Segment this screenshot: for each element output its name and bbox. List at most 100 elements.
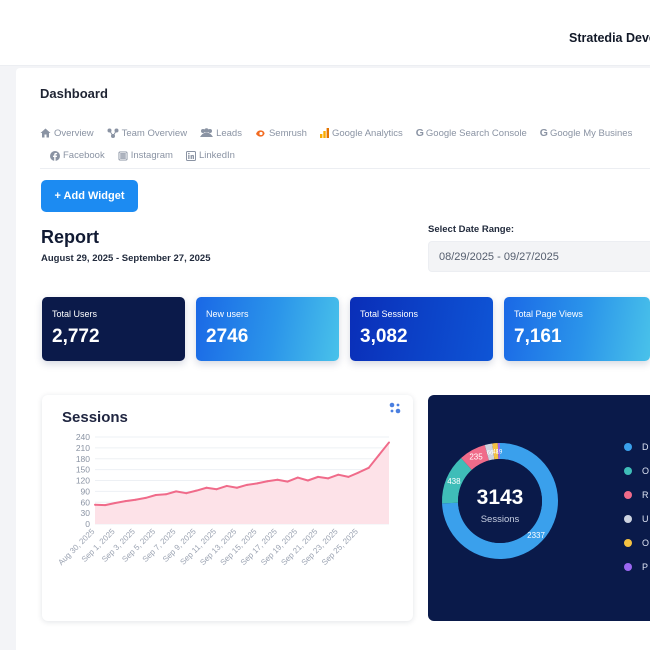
y-tick-label: 150 (76, 465, 90, 475)
data-point (124, 500, 127, 503)
y-tick-label: 240 (76, 432, 90, 442)
data-point (164, 493, 167, 496)
data-point (377, 454, 380, 457)
facebook-icon (50, 150, 60, 161)
donut-slice-label: 438 (447, 477, 461, 486)
stat-label: Total Users (52, 309, 98, 319)
chart-options-icon[interactable] (388, 401, 402, 415)
tab-overview[interactable]: Overview (40, 128, 94, 139)
semrush-icon (255, 130, 265, 137)
tab-row-primary: Overview Team Overview Leads Semrush Goo… (40, 127, 645, 139)
donut-slice-label: 19 (496, 450, 503, 456)
legend-item[interactable]: D (624, 435, 649, 459)
report-title: Report (41, 227, 99, 247)
tab-facebook[interactable]: Facebook (50, 150, 105, 161)
tab-label: LinkedIn (198, 150, 235, 161)
tab-label: Team Overview (121, 127, 188, 139)
tab-label: Google My Busines (549, 127, 633, 139)
stat-value: 2746 (206, 326, 249, 347)
donut-slice-label: 48 (492, 450, 499, 456)
tab-leads[interactable]: Leads (200, 128, 242, 139)
data-point (266, 480, 269, 483)
tab-label: Facebook (63, 150, 105, 161)
y-tick-label: 210 (76, 443, 90, 453)
data-point (256, 482, 259, 485)
legend-label: R (642, 490, 649, 500)
data-point (276, 478, 279, 481)
legend-item[interactable]: O (624, 531, 649, 555)
donut-slice (461, 445, 489, 470)
data-point (388, 441, 390, 444)
data-point (337, 473, 340, 476)
company-name: Stratedia Deve (569, 31, 650, 45)
data-point (205, 486, 208, 489)
add-widget-button[interactable]: + Add Widget (41, 180, 138, 212)
data-point (367, 466, 370, 469)
data-point (134, 498, 137, 501)
data-point (347, 475, 350, 478)
legend-item[interactable]: R (624, 483, 649, 507)
date-range-label: Select Date Range: (428, 224, 515, 235)
google-g-icon: G (415, 127, 424, 139)
legend-item[interactable]: U (624, 507, 649, 531)
report-date-range: August 29, 2025 - September 27, 2025 (41, 253, 211, 264)
tab-google-search-console[interactable]: G Google Search Console (416, 127, 527, 139)
data-point (306, 479, 309, 482)
data-point (114, 501, 117, 504)
stat-value: 3,082 (360, 326, 408, 347)
data-point (185, 492, 188, 495)
stat-card-new-users: New users 2746 (196, 297, 339, 361)
y-tick-label: 120 (76, 476, 90, 486)
data-point (94, 503, 96, 506)
tab-label: Google Search Console (425, 127, 527, 139)
date-range-input[interactable] (428, 241, 650, 272)
sessions-line (94, 441, 390, 507)
team-network-icon (107, 128, 119, 138)
donut-legend: D O R U O P (624, 435, 649, 579)
y-tick-label: 60 (81, 497, 91, 507)
data-point (296, 476, 299, 479)
tab-google-my-business[interactable]: G Google My Busines (540, 127, 633, 139)
tab-google-analytics[interactable]: Google Analytics (319, 128, 403, 139)
data-point (175, 490, 178, 493)
data-point (327, 477, 330, 480)
data-point (215, 488, 218, 491)
stat-label: Total Sessions (360, 309, 419, 319)
users-icon (200, 128, 214, 137)
donut-hole (458, 459, 542, 543)
donut-center-value: 3143 (477, 486, 524, 509)
legend-label: U (642, 514, 649, 524)
legend-label: D (642, 442, 649, 452)
sessions-chart-card: 0 30 60 90 120 150 180 210 240 Aug 30, 2025 Sep 1,… (42, 395, 413, 621)
donut-slice (484, 443, 495, 461)
y-tick-label: 30 (81, 508, 91, 518)
donut-slice (497, 443, 500, 460)
stat-card-total-users: Total Users 2,772 (42, 297, 185, 361)
tab-semrush[interactable]: Semrush (255, 128, 307, 139)
tab-label: Overview (54, 127, 94, 139)
legend-item[interactable]: P (624, 555, 649, 579)
tab-team-overview[interactable]: Team Overview (107, 128, 187, 139)
data-point (246, 483, 249, 486)
donut-center-label: Sessions (481, 514, 520, 525)
legend-swatch (624, 539, 632, 547)
y-tick-label: 180 (76, 454, 90, 464)
legend-label: O (642, 466, 650, 476)
legend-item[interactable]: O (624, 459, 649, 483)
tab-label: Semrush (268, 127, 307, 139)
data-point (317, 475, 320, 478)
stat-card-total-page-views: Total Page Views 7,161 (504, 297, 650, 361)
instagram-icon (118, 151, 128, 160)
page-title: Dashboard (40, 86, 108, 101)
legend-swatch (624, 491, 632, 499)
stat-card-total-sessions: Total Sessions 3,082 (350, 297, 493, 361)
top-bar: Stratedia Deve (0, 0, 650, 66)
tab-instagram[interactable]: Instagram (118, 150, 173, 161)
donut-slice-label: 235 (469, 453, 483, 462)
y-tick-label: 90 (81, 486, 91, 496)
stat-value: 7,161 (514, 326, 562, 347)
tab-linkedin[interactable]: LinkedIn (185, 150, 235, 161)
data-point (144, 496, 147, 499)
